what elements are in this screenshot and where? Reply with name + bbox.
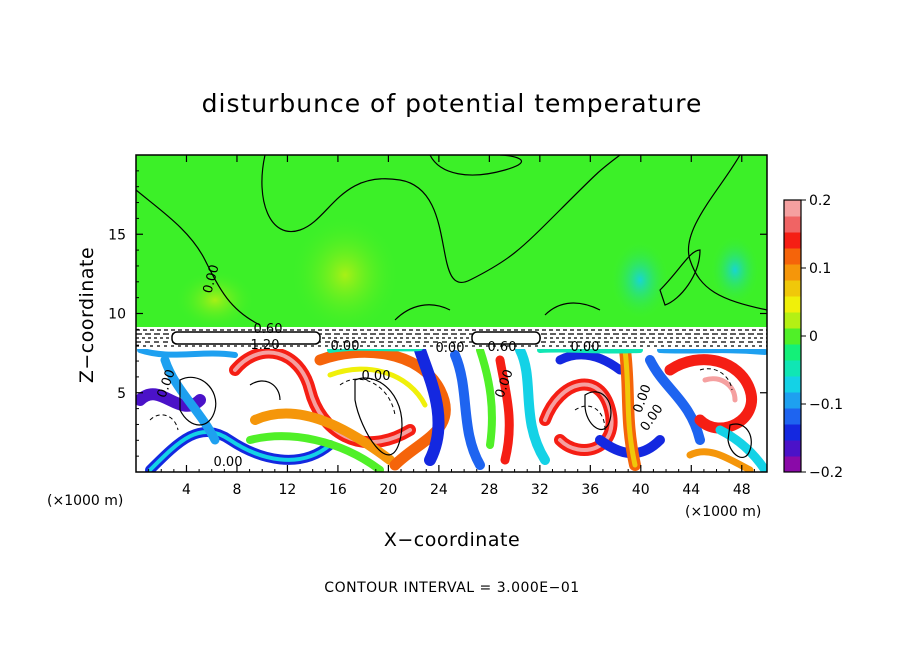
x-tick-label: 16 (329, 482, 347, 498)
contour-interval-note: CONTOUR INTERVAL = 3.000E−01 (324, 580, 579, 596)
colorbar-tick-label: −0.1 (809, 397, 843, 413)
colorbar-swatch (784, 264, 801, 281)
y-tick-label: 10 (108, 307, 126, 323)
colorbar-swatch (784, 344, 801, 361)
x-axis: 4 8 12 16 20 24 28 32 36 40 44 48 (148, 155, 755, 498)
colorbar-tick-label: 0 (809, 329, 818, 345)
cool-blob (710, 235, 760, 305)
contour-lines (136, 155, 767, 458)
contour-label: 0.00 (331, 339, 360, 354)
colorbar-swatch (784, 328, 801, 345)
warm-blob (175, 270, 255, 330)
x-tick-label: 20 (379, 482, 397, 498)
colorbar-swatch (784, 216, 801, 233)
colorbar-swatch (784, 248, 801, 265)
contour-lines-dashed (149, 368, 733, 431)
warm-blob (290, 215, 400, 335)
colorbar-tick-label: 0.1 (809, 261, 831, 277)
colorbar-tick-label: −0.2 (809, 465, 843, 481)
cool-blob (610, 240, 670, 320)
colorbar-swatch (784, 296, 801, 313)
colorbar-swatch (784, 312, 801, 329)
x-tick-label: 32 (531, 482, 549, 498)
turbulence-swirls (136, 344, 767, 472)
colorbar-swatch (784, 440, 801, 457)
contour-label: 0.00 (571, 340, 600, 355)
contour-label: 0.00 (362, 369, 391, 384)
colorbar-ticks: 0.2 0.1 0 −0.1 −0.2 (801, 193, 843, 481)
chart-title: disturbunce of potential temperature (202, 89, 703, 118)
colorbar (783, 199, 802, 473)
colorbar-swatch (784, 392, 801, 409)
x-unit-right: (×1000 m) (685, 504, 761, 520)
x-tick-label: 24 (430, 482, 448, 498)
contour-label: 0.60 (254, 322, 283, 337)
colorbar-swatch (784, 200, 801, 217)
y-axis: 5 10 15 (108, 170, 767, 457)
contour-label: 0.00 (436, 341, 465, 356)
x-tick-label: 4 (182, 482, 191, 498)
colorbar-swatch (784, 408, 801, 425)
plot-area (136, 155, 767, 472)
y-tick-label: 15 (108, 227, 126, 243)
colorbar-swatch (784, 360, 801, 377)
x-axis-label: X−coordinate (384, 529, 520, 551)
x-tick-label: 44 (682, 482, 700, 498)
x-unit-left: (×1000 m) (47, 493, 123, 509)
colorbar-swatch (784, 424, 801, 441)
x-tick-label: 28 (480, 482, 498, 498)
contour-label: 0.60 (488, 340, 517, 355)
y-tick-label: 5 (117, 386, 126, 402)
contour-label: 1.20 (251, 338, 280, 353)
x-tick-label: 48 (733, 482, 751, 498)
x-tick-label: 40 (632, 482, 650, 498)
interface-dashes (136, 329, 767, 347)
contour-label: 0.00 (201, 263, 223, 295)
colorbar-swatch (784, 280, 801, 297)
contour-label: 0.00 (214, 455, 243, 470)
x-tick-label: 36 (581, 482, 599, 498)
colorbar-swatch (784, 232, 801, 249)
colorbar-swatch (784, 376, 801, 393)
x-tick-label: 8 (232, 482, 241, 498)
colorbar-swatch (784, 456, 801, 473)
colorbar-tick-label: 0.2 (809, 193, 831, 209)
y-axis-label: Z−coordinate (76, 247, 98, 383)
x-tick-label: 12 (279, 482, 297, 498)
